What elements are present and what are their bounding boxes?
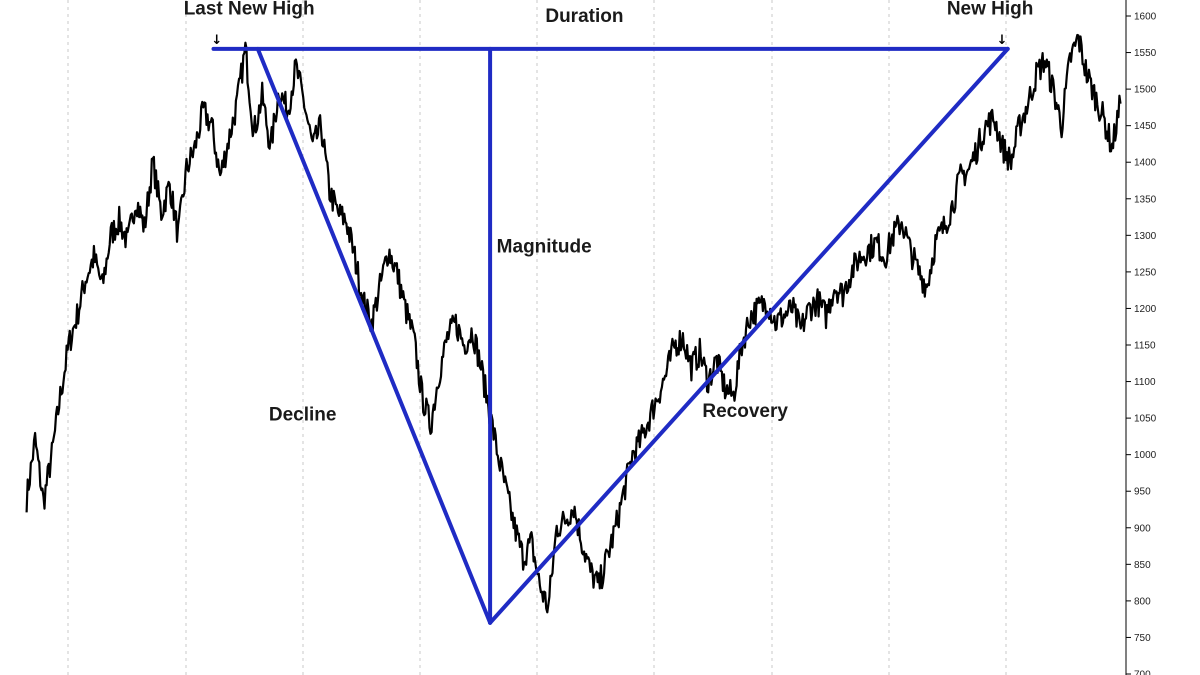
grid (67, 0, 1007, 675)
recovery-line (488, 46, 1010, 625)
y-tick-label: 1400 (1134, 158, 1157, 169)
annotations: Last New High New High Duration Magnitude De… (184, 0, 1034, 425)
y-tick-label: 700 (1134, 670, 1151, 675)
y-tick-label: 900 (1134, 523, 1151, 534)
overlay-lines (211, 46, 1010, 625)
decline-label: Decline (269, 404, 337, 425)
y-axis: 700 750 800 850 900 950 1000 1050 1100 1150 1200 12… (1125, 0, 1157, 675)
high-markers: ↓ ↓ (211, 33, 1007, 48)
decline-line (255, 46, 493, 625)
y-tick-label: 1550 (1134, 48, 1157, 59)
y-tick-label: 1100 (1134, 377, 1156, 388)
y-tick-label: 1050 (1134, 414, 1157, 425)
arrow-down-icon: ↓ (997, 33, 1008, 48)
duration-label: Duration (545, 6, 623, 27)
y-tick-label: 1500 (1134, 85, 1157, 96)
y-tick-label: 1150 (1134, 341, 1156, 352)
magnitude-label: Magnitude (497, 236, 592, 257)
y-tick-label: 950 (1134, 487, 1151, 498)
y-tick-label: 750 (1134, 633, 1151, 644)
y-tick-label: 1350 (1134, 194, 1157, 205)
last-new-high-label: Last New High (184, 0, 315, 20)
y-tick-label: 800 (1134, 596, 1151, 607)
series-line (25, 33, 1122, 614)
y-tick-label: 1200 (1134, 304, 1157, 315)
y-tick-label: 1600 (1134, 12, 1157, 23)
recovery-label: Recovery (702, 401, 788, 422)
arrow-down-icon: ↓ (211, 33, 222, 48)
y-tick-label: 1450 (1134, 121, 1157, 132)
y-tick-label: 1250 (1134, 267, 1157, 278)
y-tick-label: 1000 (1134, 450, 1157, 461)
new-high-label: New High (947, 0, 1034, 20)
y-tick-label: 1300 (1134, 231, 1157, 242)
y-tick-label: 850 (1134, 560, 1151, 571)
price-series (25, 33, 1122, 614)
